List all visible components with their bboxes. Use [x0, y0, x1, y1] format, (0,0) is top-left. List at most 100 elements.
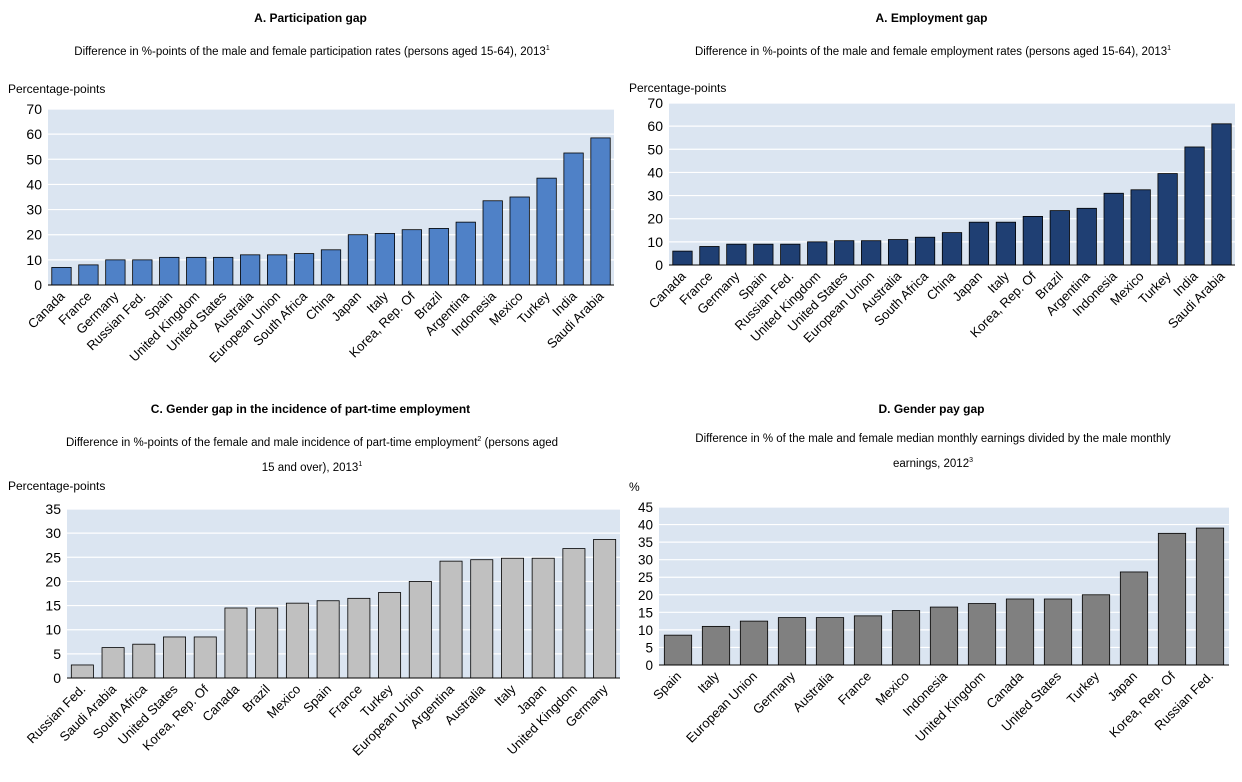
y-axis-label: Percentage-points [629, 81, 726, 95]
bar [1184, 146, 1205, 266]
bar [470, 559, 494, 679]
panel-employment-gap: A. Employment gap Difference in %-points… [621, 0, 1242, 391]
y-tick-label: 30 [638, 553, 653, 568]
x-tick-label: Germany [750, 668, 799, 717]
bar [672, 250, 693, 266]
y-axis-label: Percentage-points [8, 82, 105, 96]
bar [70, 664, 94, 679]
y-tick-label: 30 [45, 525, 61, 541]
y-tick-label: 25 [45, 549, 61, 565]
bar [699, 246, 720, 266]
x-tick-label: Japan [328, 289, 364, 325]
bar [753, 243, 774, 266]
y-tick-label: 0 [53, 670, 61, 686]
bar [968, 221, 990, 266]
bar [1022, 215, 1043, 266]
bar [726, 243, 747, 266]
bar [347, 234, 369, 286]
bar [941, 232, 963, 266]
y-tick-label: 40 [26, 176, 42, 192]
bar [285, 602, 309, 679]
x-tick-label: Spain [650, 669, 684, 703]
chart-title: A. Employment gap [875, 11, 988, 25]
x-tick-label: France [835, 669, 874, 708]
bar [401, 229, 422, 286]
bar [995, 221, 1017, 266]
bar [132, 259, 153, 286]
bar [1130, 189, 1151, 266]
subtitle-text-line2: 15 and over), 2013 [261, 461, 359, 474]
bar [1211, 123, 1232, 266]
y-tick-label: 5 [645, 640, 653, 655]
bar [509, 196, 530, 286]
subtitle-text: Difference in %-points of the male and f… [74, 45, 546, 58]
bar [887, 239, 909, 266]
panel-pay-gap: D. Gender pay gap Difference in % of the… [621, 391, 1242, 782]
chart-subtitle: Difference in %-points of the male and f… [12, 38, 612, 63]
y-tick-label: 40 [638, 518, 653, 533]
chart-subtitle: Difference in %-points of the male and f… [633, 38, 1233, 63]
bar [455, 221, 476, 286]
bar [316, 600, 340, 679]
bar [1081, 594, 1111, 666]
chart-subtitle: Difference in %-points of the female and… [12, 429, 612, 479]
y-tick-label: 35 [638, 535, 653, 550]
x-tick-label: Korea, Rep. Of [1106, 668, 1178, 740]
bar [1195, 527, 1225, 666]
bar [807, 241, 828, 266]
y-tick-label: 20 [26, 227, 42, 243]
bar [193, 636, 217, 679]
y-tick-label: 0 [645, 658, 653, 673]
y-tick-label: 50 [26, 151, 42, 167]
bar [501, 557, 524, 679]
y-tick-label: 10 [26, 252, 42, 268]
y-tick-label: 5 [53, 646, 61, 662]
y-axis-label: % [629, 480, 640, 494]
bar [408, 581, 432, 679]
bar [439, 560, 463, 679]
footnote-mark: 2 [477, 436, 482, 443]
bar [1119, 571, 1149, 666]
y-tick-label: 10 [45, 622, 61, 638]
y-tick-label: 30 [647, 188, 663, 204]
x-tick-label: Mexico [264, 682, 304, 722]
bar [780, 243, 801, 266]
bar [853, 615, 883, 666]
bar [1076, 207, 1097, 266]
bar [378, 592, 402, 679]
bar-chart: 010203040506070Percentage-pointsCanadaFr… [629, 81, 1235, 346]
bar [374, 233, 396, 286]
bar [563, 152, 584, 286]
bar [293, 253, 315, 286]
bar [739, 620, 769, 666]
y-tick-label: 10 [638, 623, 653, 638]
bar-chart: 010203040506070Percentage-pointsCanadaFr… [8, 82, 614, 366]
footnote-mark: 1 [358, 460, 363, 468]
bar [224, 607, 248, 679]
x-tick-label: United Kingdom [912, 669, 988, 745]
chart-title: C. Gender gap in the incidence of part-t… [150, 402, 471, 416]
subtitle-text-line2: earnings, 2012 [893, 457, 970, 470]
bar [1005, 598, 1035, 666]
y-tick-label: 20 [638, 588, 653, 603]
y-tick-label: 15 [638, 605, 653, 620]
y-tick-label: 15 [45, 598, 61, 614]
bar [428, 228, 449, 286]
x-tick-label: Australia [790, 668, 837, 715]
bar [590, 137, 611, 286]
bar [967, 603, 997, 666]
bar [132, 643, 156, 679]
bar [663, 634, 693, 666]
y-axis-label: Percentage-points [8, 479, 105, 493]
bar [186, 256, 207, 286]
y-tick-label: 40 [647, 164, 663, 180]
y-tick-label: 20 [45, 573, 61, 589]
bar [163, 636, 186, 679]
y-tick-label: 50 [647, 141, 663, 157]
chart-title: D. Gender pay gap [878, 402, 985, 416]
bar [213, 256, 234, 286]
bar [891, 610, 921, 666]
bar [593, 539, 617, 679]
y-tick-label: 35 [45, 501, 61, 517]
